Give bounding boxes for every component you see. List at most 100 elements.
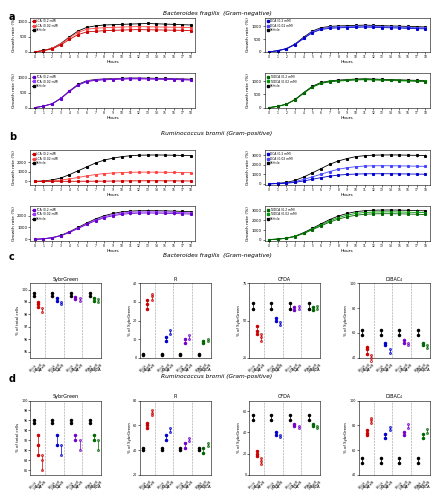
Y-axis label: % of SybrGreen: % of SybrGreen bbox=[345, 305, 349, 336]
Text: Vehicle: Vehicle bbox=[285, 480, 295, 490]
Text: 0.2 mM: 0.2 mM bbox=[366, 363, 375, 372]
Text: 0.02 mM: 0.02 mM bbox=[51, 363, 62, 374]
X-axis label: Hours: Hours bbox=[107, 60, 119, 64]
Text: 0.2 mM: 0.2 mM bbox=[256, 480, 266, 490]
Text: 0.02 mM: 0.02 mM bbox=[399, 480, 409, 490]
Text: 0.2 mM: 0.2 mM bbox=[312, 480, 322, 490]
Text: Bacteroides fragilis  (Gram-negative): Bacteroides fragilis (Gram-negative) bbox=[163, 252, 271, 258]
Text: Vehicle: Vehicle bbox=[66, 363, 76, 372]
Text: 0.02 mM: 0.02 mM bbox=[142, 480, 153, 490]
Legend: DCA (0.2 mM), DCA (0.02 mM), Vehicle: DCA (0.2 mM), DCA (0.02 mM), Vehicle bbox=[266, 19, 293, 32]
X-axis label: Hours: Hours bbox=[107, 116, 119, 120]
Legend: DCA (0.2 mM), DCA (0.02 mM), Vehicle: DCA (0.2 mM), DCA (0.02 mM), Vehicle bbox=[266, 152, 293, 166]
Text: d: d bbox=[9, 374, 16, 384]
Text: 0.2 mM: 0.2 mM bbox=[166, 363, 175, 372]
Text: 0.02 mM: 0.02 mM bbox=[252, 480, 262, 490]
Text: 0.02 mM: 0.02 mM bbox=[161, 480, 171, 490]
Text: 0.2 mM: 0.2 mM bbox=[75, 480, 84, 490]
Text: 0.2 mM: 0.2 mM bbox=[404, 363, 413, 372]
Text: 0.02 mM: 0.02 mM bbox=[180, 363, 190, 374]
Text: 0.02 mM: 0.02 mM bbox=[270, 480, 281, 490]
Text: Vehicle: Vehicle bbox=[248, 480, 257, 490]
Text: 0.2 mM: 0.2 mM bbox=[184, 480, 194, 490]
Y-axis label: Growth rate (%): Growth rate (%) bbox=[12, 150, 16, 185]
Text: 0.2 mM: 0.2 mM bbox=[203, 480, 213, 490]
Text: Vehicle: Vehicle bbox=[48, 363, 57, 372]
Text: 0.02 mM: 0.02 mM bbox=[89, 363, 99, 374]
Text: 0.2 mM: 0.2 mM bbox=[422, 480, 431, 490]
Text: a: a bbox=[9, 12, 15, 22]
Text: 0.02 mM: 0.02 mM bbox=[51, 480, 62, 490]
Title: CFDA: CFDA bbox=[278, 277, 291, 282]
Text: 0.02 mM: 0.02 mM bbox=[33, 480, 43, 490]
Title: PI: PI bbox=[173, 394, 178, 400]
Text: Vehicle: Vehicle bbox=[29, 480, 38, 490]
Text: 0.2 mM: 0.2 mM bbox=[385, 480, 394, 490]
Text: Vehicle: Vehicle bbox=[138, 480, 148, 490]
Y-axis label: % of SybrGreen: % of SybrGreen bbox=[345, 422, 349, 453]
Text: 0.2 mM: 0.2 mM bbox=[366, 480, 375, 490]
Text: Vehicle: Vehicle bbox=[395, 363, 404, 372]
Text: 0.02 mM: 0.02 mM bbox=[289, 480, 299, 490]
Text: 0.02 mM: 0.02 mM bbox=[70, 363, 80, 374]
Legend: LCA (0.2 mM), LCA (0.02 mM), Vehicle: LCA (0.2 mM), LCA (0.02 mM), Vehicle bbox=[32, 152, 59, 166]
Text: Vehicle: Vehicle bbox=[176, 363, 185, 372]
Text: 0.02 mM: 0.02 mM bbox=[362, 363, 372, 374]
Legend: TCA (0.2 mM), TCA (0.02 mM), Vehicle: TCA (0.2 mM), TCA (0.02 mM), Vehicle bbox=[32, 75, 59, 88]
Y-axis label: % of SybrGreen: % of SybrGreen bbox=[128, 422, 132, 453]
Text: Bacteroides fragilis  (Gram-negative): Bacteroides fragilis (Gram-negative) bbox=[163, 11, 271, 16]
Legend: LCA (0.2 mM), LCA (0.02 mM), Vehicle: LCA (0.2 mM), LCA (0.02 mM), Vehicle bbox=[32, 19, 59, 32]
Text: 0.2 mM: 0.2 mM bbox=[75, 363, 84, 372]
Text: c: c bbox=[9, 252, 14, 262]
Text: Vehicle: Vehicle bbox=[358, 363, 367, 372]
Text: 0.2 mM: 0.2 mM bbox=[404, 480, 413, 490]
Text: 0.02 mM: 0.02 mM bbox=[418, 480, 428, 490]
Text: Vehicle: Vehicle bbox=[376, 363, 385, 372]
X-axis label: Hours: Hours bbox=[341, 116, 353, 120]
Text: Vehicle: Vehicle bbox=[376, 480, 385, 490]
Text: 0.2 mM: 0.2 mM bbox=[94, 480, 103, 490]
Y-axis label: Growth rate (%): Growth rate (%) bbox=[246, 18, 250, 52]
Text: Vehicle: Vehicle bbox=[395, 480, 404, 490]
Text: Ruminococcus bromii (Gram-positive): Ruminococcus bromii (Gram-positive) bbox=[161, 374, 273, 379]
Text: Vehicle: Vehicle bbox=[358, 480, 367, 490]
Text: 0.2 mM: 0.2 mM bbox=[166, 480, 175, 490]
Text: Vehicle: Vehicle bbox=[414, 363, 423, 372]
Text: Vehicle: Vehicle bbox=[248, 363, 257, 372]
Title: DiBAC₄: DiBAC₄ bbox=[386, 394, 403, 400]
Title: SybrGreen: SybrGreen bbox=[53, 277, 79, 282]
Y-axis label: Growth rate (%): Growth rate (%) bbox=[12, 73, 16, 108]
Text: Vehicle: Vehicle bbox=[414, 480, 423, 490]
Text: 0.02 mM: 0.02 mM bbox=[362, 480, 372, 490]
Text: 0.02 mM: 0.02 mM bbox=[198, 480, 209, 490]
Y-axis label: % of total cells: % of total cells bbox=[16, 306, 20, 335]
Text: Vehicle: Vehicle bbox=[194, 480, 204, 490]
Y-axis label: Growth rate (%): Growth rate (%) bbox=[246, 73, 250, 108]
Text: 0.2 mM: 0.2 mM bbox=[385, 363, 394, 372]
Text: 0.02 mM: 0.02 mM bbox=[399, 363, 409, 374]
Text: 0.2 mM: 0.2 mM bbox=[203, 363, 213, 372]
X-axis label: Hours: Hours bbox=[341, 60, 353, 64]
Text: Vehicle: Vehicle bbox=[48, 480, 57, 490]
Text: 0.02 mM: 0.02 mM bbox=[180, 480, 190, 490]
Legend: TUDCA (0.2 mM), TUDCA (0.02 mM), Vehicle: TUDCA (0.2 mM), TUDCA (0.02 mM), Vehicle bbox=[266, 208, 297, 221]
Legend: TUDCA (0.2 mM), TUDCA (0.02 mM), Vehicle: TUDCA (0.2 mM), TUDCA (0.02 mM), Vehicle bbox=[266, 75, 297, 88]
Text: 0.2 mM: 0.2 mM bbox=[294, 480, 303, 490]
Text: 0.2 mM: 0.2 mM bbox=[56, 480, 66, 490]
Text: 0.02 mM: 0.02 mM bbox=[380, 363, 391, 374]
Text: 0.2 mM: 0.2 mM bbox=[38, 363, 47, 372]
X-axis label: Hours: Hours bbox=[341, 249, 353, 253]
Text: Vehicle: Vehicle bbox=[85, 480, 94, 490]
Text: 0.02 mM: 0.02 mM bbox=[308, 480, 318, 490]
Text: Vehicle: Vehicle bbox=[138, 363, 148, 372]
Text: Vehicle: Vehicle bbox=[157, 363, 166, 372]
Text: 0.2 mM: 0.2 mM bbox=[294, 363, 303, 372]
Text: 0.02 mM: 0.02 mM bbox=[89, 480, 99, 490]
Text: Vehicle: Vehicle bbox=[266, 363, 276, 372]
Text: 0.02 mM: 0.02 mM bbox=[289, 363, 299, 374]
Title: CFDA: CFDA bbox=[278, 394, 291, 400]
X-axis label: Hours: Hours bbox=[341, 194, 353, 198]
Legend: TCA (0.2 mM), TCA (0.02 mM), Vehicle: TCA (0.2 mM), TCA (0.02 mM), Vehicle bbox=[32, 208, 59, 221]
Text: 0.02 mM: 0.02 mM bbox=[33, 363, 43, 374]
Text: 0.02 mM: 0.02 mM bbox=[198, 363, 209, 374]
